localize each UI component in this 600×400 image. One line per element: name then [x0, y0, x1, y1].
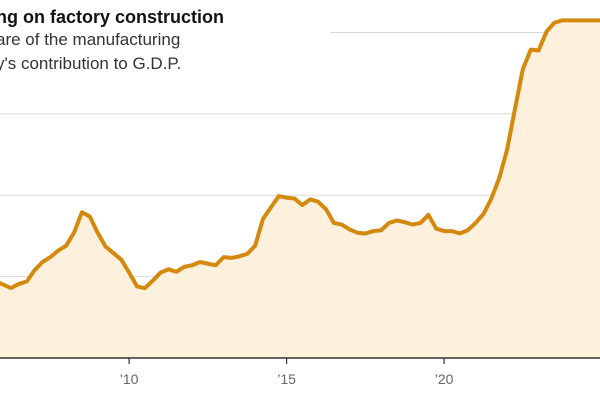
series-area-fill	[0, 20, 600, 359]
chart-subtitle-line-2: y's contribution to G.D.P.	[0, 54, 182, 73]
chart-header: ng on factory construction are of the ma…	[0, 6, 326, 76]
x-tick-label: ’20	[435, 371, 454, 387]
chart-title: ng on factory construction	[0, 7, 225, 27]
x-tick-label: ’15	[277, 371, 296, 387]
x-tick-label: ’10	[120, 371, 139, 387]
x-axis-ticks: ’10 ’15 ’20	[120, 358, 454, 387]
chart-subtitle-line-1: are of the manufacturing	[0, 30, 181, 49]
series-line	[0, 18, 600, 291]
